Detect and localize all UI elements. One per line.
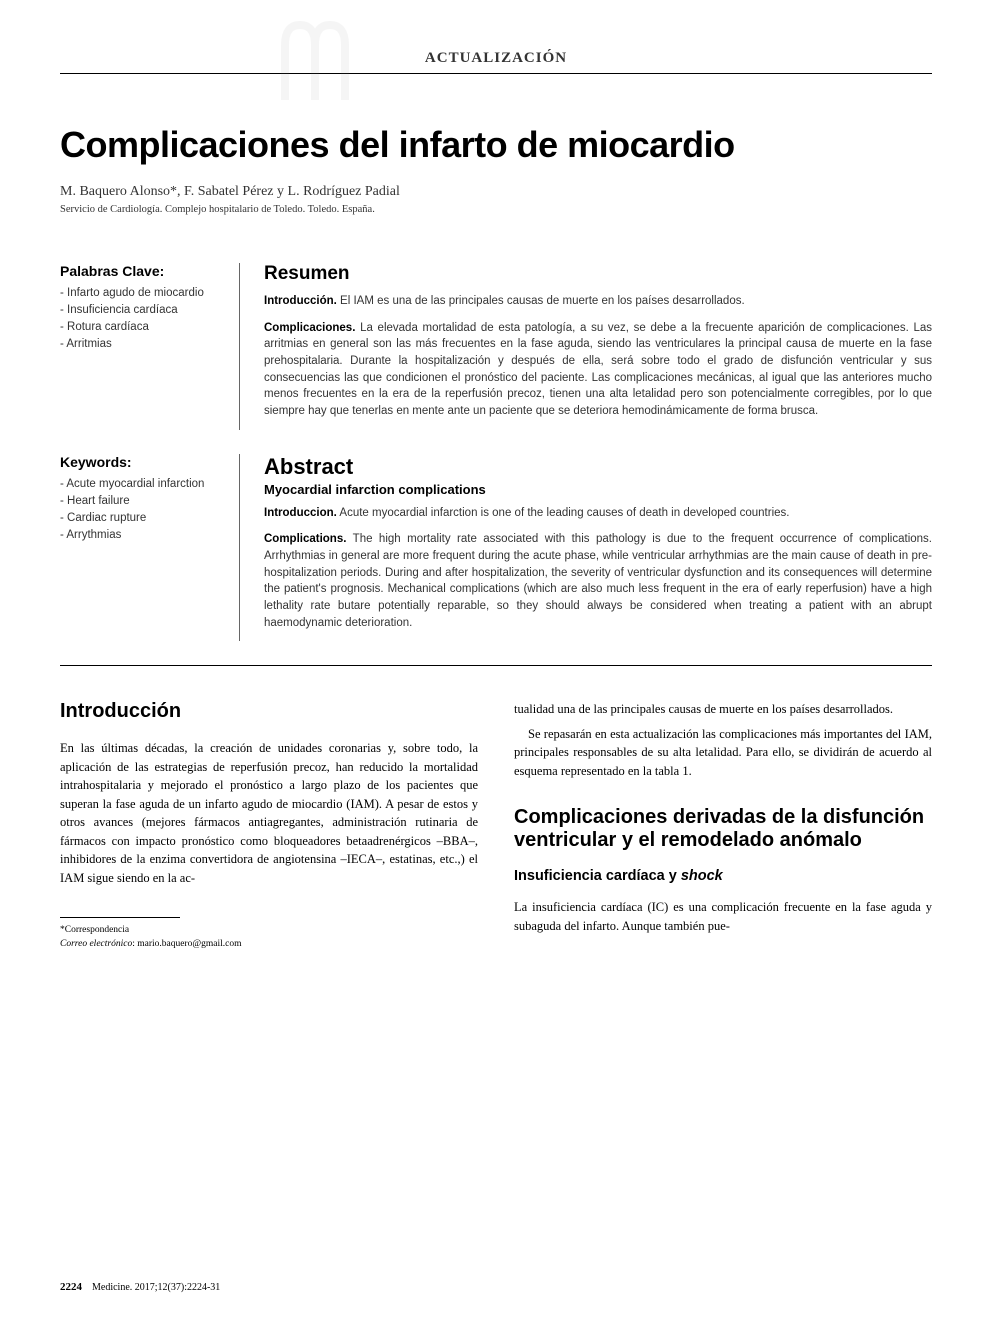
top-rule [60, 73, 932, 74]
resumen-heading: Resumen [264, 263, 932, 285]
keywords-column: Keywords: - Acute myocardial infarction … [60, 454, 240, 642]
body-column-right: tualidad una de las principales causas d… [514, 700, 932, 951]
abstract-heading: Abstract [264, 454, 932, 480]
complicaciones-heading: Complicaciones derivadas de la disfunció… [514, 806, 932, 852]
resumen-complic-text: La elevada mortalidad de esta patología,… [264, 322, 932, 417]
keyword-item: - Acute myocardial infarction [60, 478, 225, 490]
abstract-intro-text: Acute myocardial infarction is one of th… [337, 507, 790, 519]
abstract-complic-text: The high mortality rate associated with … [264, 533, 932, 628]
insuficiencia-subheading-b: shock [681, 868, 723, 884]
resumen-complic: Complicaciones. La elevada mortalidad de… [264, 320, 932, 420]
body-columns: Introducción En las últimas décadas, la … [60, 700, 932, 951]
resumen-intro: Introducción. El IAM es una de las princ… [264, 293, 932, 310]
page-number: 2224 [60, 1281, 82, 1293]
resumen-intro-lead: Introducción. [264, 295, 337, 307]
abstract-complic-lead: Complications. [264, 533, 346, 545]
abstract-block: Keywords: - Acute myocardial infarction … [60, 454, 932, 642]
correspondence-footnote: *Correspondencia Correo electrónico: mar… [60, 924, 478, 951]
article-title: Complicaciones del infarto de miocardio [60, 124, 932, 166]
abstract-complic: Complications. The high mortality rate a… [264, 531, 932, 631]
resumen-column: Resumen Introducción. El IAM es una de l… [264, 263, 932, 430]
keyword-item: - Insuficiencia cardíaca [60, 304, 225, 316]
insuficiencia-subheading: Insuficiencia cardíaca y shock [514, 868, 932, 884]
insuficiencia-paragraph: La insuficiencia cardíaca (IC) es una co… [514, 898, 932, 935]
correspondence-email-label: Correo electrónico [60, 939, 132, 949]
resumen-complic-lead: Complicaciones. [264, 322, 355, 334]
insuficiencia-subheading-a: Insuficiencia cardíaca y [514, 868, 681, 884]
footnote-rule [60, 917, 180, 918]
correspondence-email-line: Correo electrónico: mario.baquero@gmail.… [60, 938, 478, 951]
affiliation: Servicio de Cardiología. Complejo hospit… [60, 204, 932, 215]
intro-p2: Se repasarán en esta actualización las c… [514, 725, 932, 781]
section-label: ACTUALIZACIÓN [60, 50, 932, 67]
palabras-clave-column: Palabras Clave: - Infarto agudo de mioca… [60, 263, 240, 430]
keyword-item: - Arrythmias [60, 529, 225, 541]
intro-continuation: tualidad una de las principales causas d… [514, 700, 932, 719]
abstract-subtitle: Myocardial infarction complications [264, 482, 932, 497]
keyword-item: - Heart failure [60, 495, 225, 507]
abstract-intro: Introduccion. Acute myocardial infarctio… [264, 505, 932, 522]
abstract-intro-lead: Introduccion. [264, 507, 337, 519]
palabras-clave-heading: Palabras Clave: [60, 263, 225, 279]
keyword-item: - Infarto agudo de miocardio [60, 287, 225, 299]
keyword-item: - Rotura cardíaca [60, 321, 225, 333]
correspondence-label: *Correspondencia [60, 924, 478, 937]
mid-rule [60, 665, 932, 666]
keyword-item: - Arritmias [60, 338, 225, 350]
abstract-column: Abstract Myocardial infarction complicat… [264, 454, 932, 642]
body-column-left: Introducción En las últimas décadas, la … [60, 700, 478, 951]
introduccion-paragraph: En las últimas décadas, la creación de u… [60, 739, 478, 887]
citation: Medicine. 2017;12(37):2224-31 [92, 1282, 220, 1293]
correspondence-email: : mario.baquero@gmail.com [132, 939, 241, 949]
resumen-block: Palabras Clave: - Infarto agudo de mioca… [60, 263, 932, 430]
keyword-item: - Cardiac rupture [60, 512, 225, 524]
page-footer: 2224 Medicine. 2017;12(37):2224-31 [60, 1281, 220, 1293]
resumen-intro-text: El IAM es una de las principales causas … [337, 295, 745, 307]
authors: M. Baquero Alonso*, F. Sabatel Pérez y L… [60, 184, 932, 200]
keywords-heading: Keywords: [60, 454, 225, 470]
introduccion-heading: Introducción [60, 700, 478, 723]
